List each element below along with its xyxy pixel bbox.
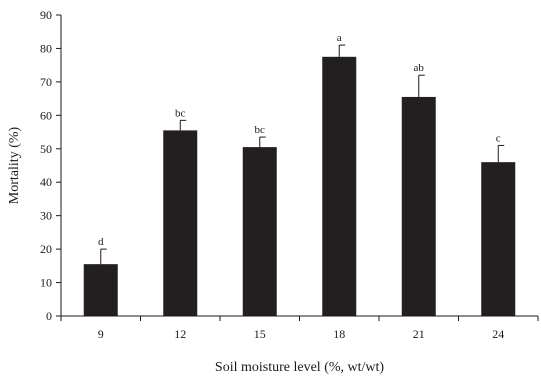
x-tick-label: 12 xyxy=(174,327,186,341)
significance-letter: ab xyxy=(414,62,425,74)
bar xyxy=(401,96,436,316)
x-tick-label: 9 xyxy=(98,327,104,341)
bar xyxy=(242,147,277,316)
significance-letters-group: d bc bc a ab c xyxy=(98,32,501,248)
bar xyxy=(83,264,118,316)
error-bar xyxy=(179,119,187,131)
bar xyxy=(322,56,357,317)
error-bar xyxy=(100,248,107,265)
y-tick-label: 40 xyxy=(40,175,52,189)
error-bar xyxy=(497,144,505,163)
y-tick-label: 60 xyxy=(40,108,52,122)
x-tick-label: 18 xyxy=(333,327,345,341)
y-tick-label: 30 xyxy=(40,209,52,223)
error-bar xyxy=(259,136,266,148)
significance-letter: d xyxy=(98,236,104,248)
y-tick-label: 0 xyxy=(46,309,52,323)
x-axis-title: Soil moisture level (%, wt/wt) xyxy=(215,360,384,375)
x-axis-ticks: 9 12 15 18 21 24 xyxy=(60,316,539,341)
error-bar xyxy=(418,74,425,97)
x-tick-label: 24 xyxy=(492,327,504,341)
significance-letter: bc xyxy=(175,107,186,119)
y-tick-label: 50 xyxy=(40,142,52,156)
significance-letter: c xyxy=(496,132,501,144)
error-bar xyxy=(338,44,346,57)
y-tick-label: 90 xyxy=(40,8,52,22)
y-tick-label: 70 xyxy=(40,75,52,89)
y-tick-label: 20 xyxy=(40,242,52,256)
significance-letter: a xyxy=(337,32,342,44)
y-axis-title: Mortality (%) xyxy=(7,126,22,204)
y-axis-ticks: 0 10 20 30 40 50 60 70 80 90 xyxy=(40,8,61,323)
bar xyxy=(163,130,198,316)
y-tick-label: 80 xyxy=(40,41,52,55)
bar xyxy=(481,162,516,316)
x-tick-label: 21 xyxy=(413,327,425,341)
y-tick-label: 10 xyxy=(40,276,52,290)
error-bars-group xyxy=(100,44,505,265)
x-tick-label: 15 xyxy=(254,327,266,341)
significance-letter: bc xyxy=(255,124,266,136)
bars-group xyxy=(83,56,516,317)
